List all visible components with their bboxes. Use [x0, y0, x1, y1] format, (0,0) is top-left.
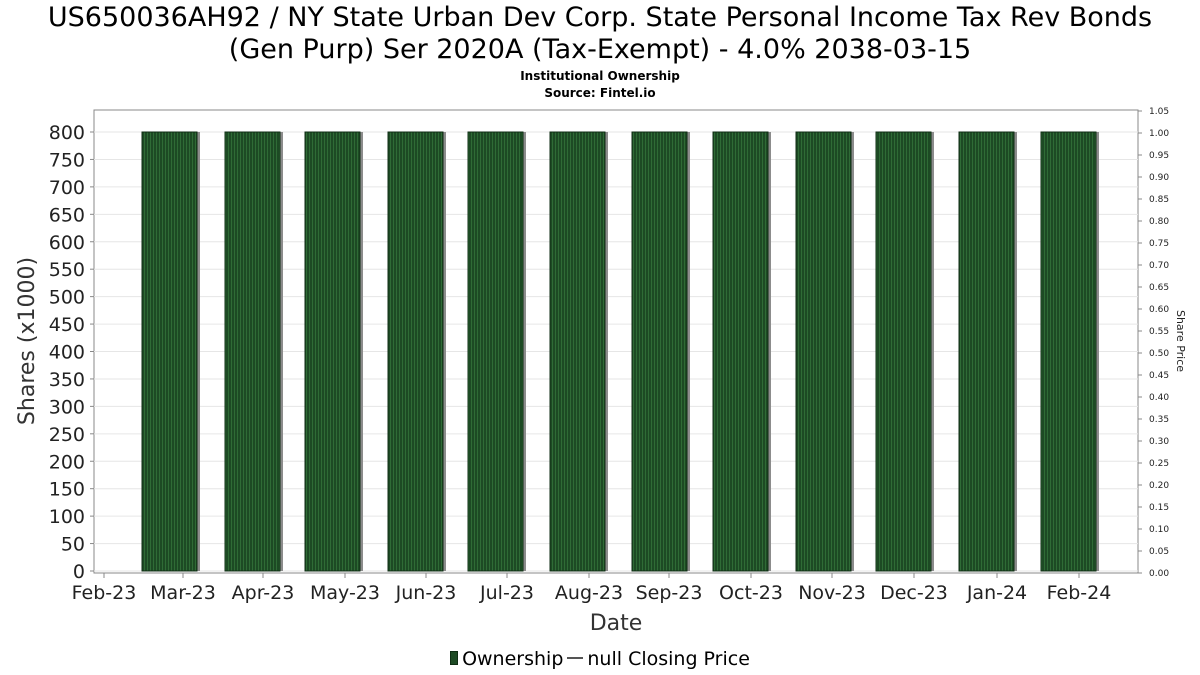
- bar-ownership: [795, 131, 852, 572]
- bar-ownership: [304, 131, 361, 572]
- y2-tick-label: 0.05: [1149, 547, 1169, 557]
- y-tick-label: 150: [49, 479, 85, 501]
- y2-tick-label: 0.70: [1149, 261, 1169, 271]
- chart-source: Source: Fintel.io: [544, 86, 656, 100]
- bar-shadow: [930, 132, 934, 571]
- y2-tick-label: 0.65: [1149, 283, 1169, 293]
- x-tick-label: Apr-23: [232, 582, 295, 604]
- x-tick-label: Feb-23: [72, 582, 137, 604]
- legend-ownership-swatch: [450, 651, 459, 665]
- x-tick-label: Feb-24: [1047, 582, 1112, 604]
- y2-tick-label: 0.55: [1149, 327, 1169, 337]
- bar-shadow: [686, 132, 690, 571]
- bar-ownership: [1040, 131, 1097, 572]
- y-tick-label: 750: [49, 149, 85, 171]
- y-tick-label: 450: [49, 314, 85, 336]
- y-axis-title: Shares (x1000): [15, 257, 40, 425]
- y-tick-label: 400: [49, 342, 85, 364]
- y-tick-label: 250: [49, 424, 85, 446]
- y-tick-label: 200: [49, 451, 85, 473]
- y2-tick-label: 0.25: [1149, 459, 1169, 469]
- x-tick-label: Jan-24: [966, 582, 1027, 604]
- bar-shadow: [604, 132, 608, 571]
- legend-ownership-label: Ownership: [462, 648, 564, 670]
- y2-tick-label: 0.85: [1149, 195, 1169, 205]
- x-axis-title: Date: [590, 611, 643, 636]
- y2-tick-label: 1.05: [1149, 107, 1169, 117]
- bar-ownership: [141, 131, 198, 572]
- y2-tick-label: 0.35: [1149, 415, 1169, 425]
- bar-ownership: [467, 131, 524, 572]
- x-tick-label: Nov-23: [798, 582, 866, 604]
- bar-ownership: [631, 131, 688, 572]
- bar-ownership: [712, 131, 769, 572]
- bar-shadow: [359, 132, 363, 571]
- x-tick-label: Dec-23: [880, 582, 948, 604]
- y-tick-label: 500: [49, 287, 85, 309]
- bar-ownership: [958, 131, 1015, 572]
- y-tick-label: 550: [49, 259, 85, 281]
- x-tick-label: Jul-23: [479, 582, 534, 604]
- y2-tick-label: 0.80: [1149, 217, 1169, 227]
- y-tick-label: 800: [49, 122, 85, 144]
- legend-price-label: null Closing Price: [587, 648, 750, 670]
- bar-ownership: [875, 131, 932, 572]
- chart-title-line2: (Gen Purp) Ser 2020A (Tax-Exempt) - 4.0%…: [228, 34, 972, 65]
- chart-legend: Ownership null Closing Price: [0, 648, 1200, 670]
- y-tick-label: 600: [49, 232, 85, 254]
- bar-shadow: [196, 132, 200, 571]
- x-tick-label: Oct-23: [719, 582, 783, 604]
- bar-shadow: [767, 132, 771, 571]
- y2-tick-label: 0.15: [1149, 503, 1169, 513]
- y-tick-label: 300: [49, 396, 85, 418]
- y-tick-label: 0: [73, 561, 85, 583]
- chart-title-line1: US650036AH92 / NY State Urban Dev Corp. …: [47, 2, 1153, 33]
- bar-ownership: [387, 131, 444, 572]
- bar-shadow: [1013, 132, 1017, 571]
- x-tick-label: Sep-23: [636, 582, 703, 604]
- bar-shadow: [522, 132, 526, 571]
- y2-tick-label: 1.00: [1149, 129, 1169, 139]
- x-tick-label: Jun-23: [395, 582, 457, 604]
- y2-axis-title: Share Price: [1174, 310, 1187, 372]
- x-tick-label: Aug-23: [555, 582, 623, 604]
- bar-shadow: [1095, 132, 1099, 571]
- bar-shadow: [442, 132, 446, 571]
- y-tick-label: 350: [49, 369, 85, 391]
- bar-shadow: [850, 132, 854, 571]
- chart-subtitle: Institutional Ownership: [520, 69, 680, 83]
- y2-tick-label: 0.95: [1149, 151, 1169, 161]
- y-tick-label: 650: [49, 204, 85, 226]
- y2-tick-label: 0.50: [1149, 349, 1169, 359]
- y2-tick-label: 0.45: [1149, 371, 1169, 381]
- y2-tick-label: 0.40: [1149, 393, 1169, 403]
- bar-ownership: [549, 131, 606, 572]
- bar-ownership: [224, 131, 281, 572]
- y-tick-label: 100: [49, 506, 85, 528]
- y-tick-label: 50: [61, 534, 85, 556]
- bar-shadow: [279, 132, 283, 571]
- x-tick-label: May-23: [310, 582, 380, 604]
- y2-tick-label: 0.90: [1149, 173, 1169, 183]
- y2-tick-label: 0.00: [1149, 569, 1169, 579]
- y2-tick-label: 0.20: [1149, 481, 1169, 491]
- y-tick-label: 700: [49, 177, 85, 199]
- y2-tick-label: 0.10: [1149, 525, 1169, 535]
- x-tick-label: Mar-23: [150, 582, 216, 604]
- y2-tick-label: 0.60: [1149, 305, 1169, 315]
- legend-price-swatch: [567, 657, 584, 659]
- y2-tick-label: 0.30: [1149, 437, 1169, 447]
- y2-tick-label: 0.75: [1149, 239, 1169, 249]
